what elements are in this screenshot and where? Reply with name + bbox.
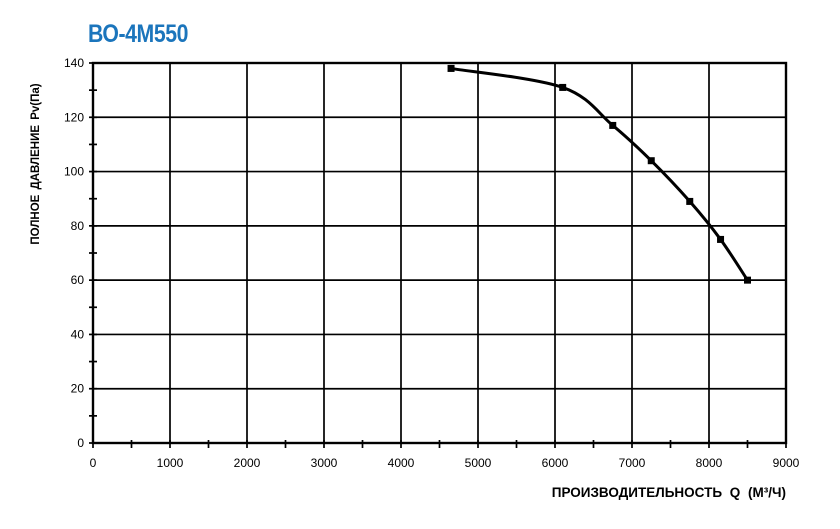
svg-text:8000: 8000 [696, 456, 723, 470]
data-point-marker [686, 197, 694, 205]
svg-text:9000: 9000 [773, 456, 800, 470]
data-point-marker [717, 235, 725, 243]
svg-text:20: 20 [71, 382, 85, 396]
data-point-marker [647, 157, 655, 165]
chart-title: ВО-4М550 [88, 20, 189, 48]
svg-text:5000: 5000 [465, 456, 492, 470]
svg-text:7000: 7000 [619, 456, 646, 470]
data-point-marker [559, 83, 567, 91]
svg-text:2000: 2000 [234, 456, 261, 470]
svg-text:0: 0 [77, 436, 84, 450]
svg-text:140: 140 [64, 56, 84, 70]
data-point-marker [609, 121, 617, 129]
svg-text:6000: 6000 [542, 456, 569, 470]
x-axis-label: ПРОИЗВОДИТЕЛЬНОСТЬ Q (М³/Ч) [551, 485, 786, 500]
y-axis-label: ПОЛНОЕ ДАВЛЕНИЕ Pv(Па) [30, 83, 42, 245]
svg-text:80: 80 [71, 219, 85, 233]
svg-text:1000: 1000 [157, 456, 184, 470]
svg-text:40: 40 [71, 327, 85, 341]
svg-text:120: 120 [64, 110, 84, 124]
performance-curve [449, 66, 749, 282]
svg-text:0: 0 [90, 456, 97, 470]
svg-text:100: 100 [64, 165, 84, 179]
svg-text:3000: 3000 [311, 456, 338, 470]
data-point-marker [744, 276, 751, 284]
svg-text:4000: 4000 [388, 456, 415, 470]
svg-text:60: 60 [71, 273, 85, 287]
data-point-marker [447, 64, 455, 72]
